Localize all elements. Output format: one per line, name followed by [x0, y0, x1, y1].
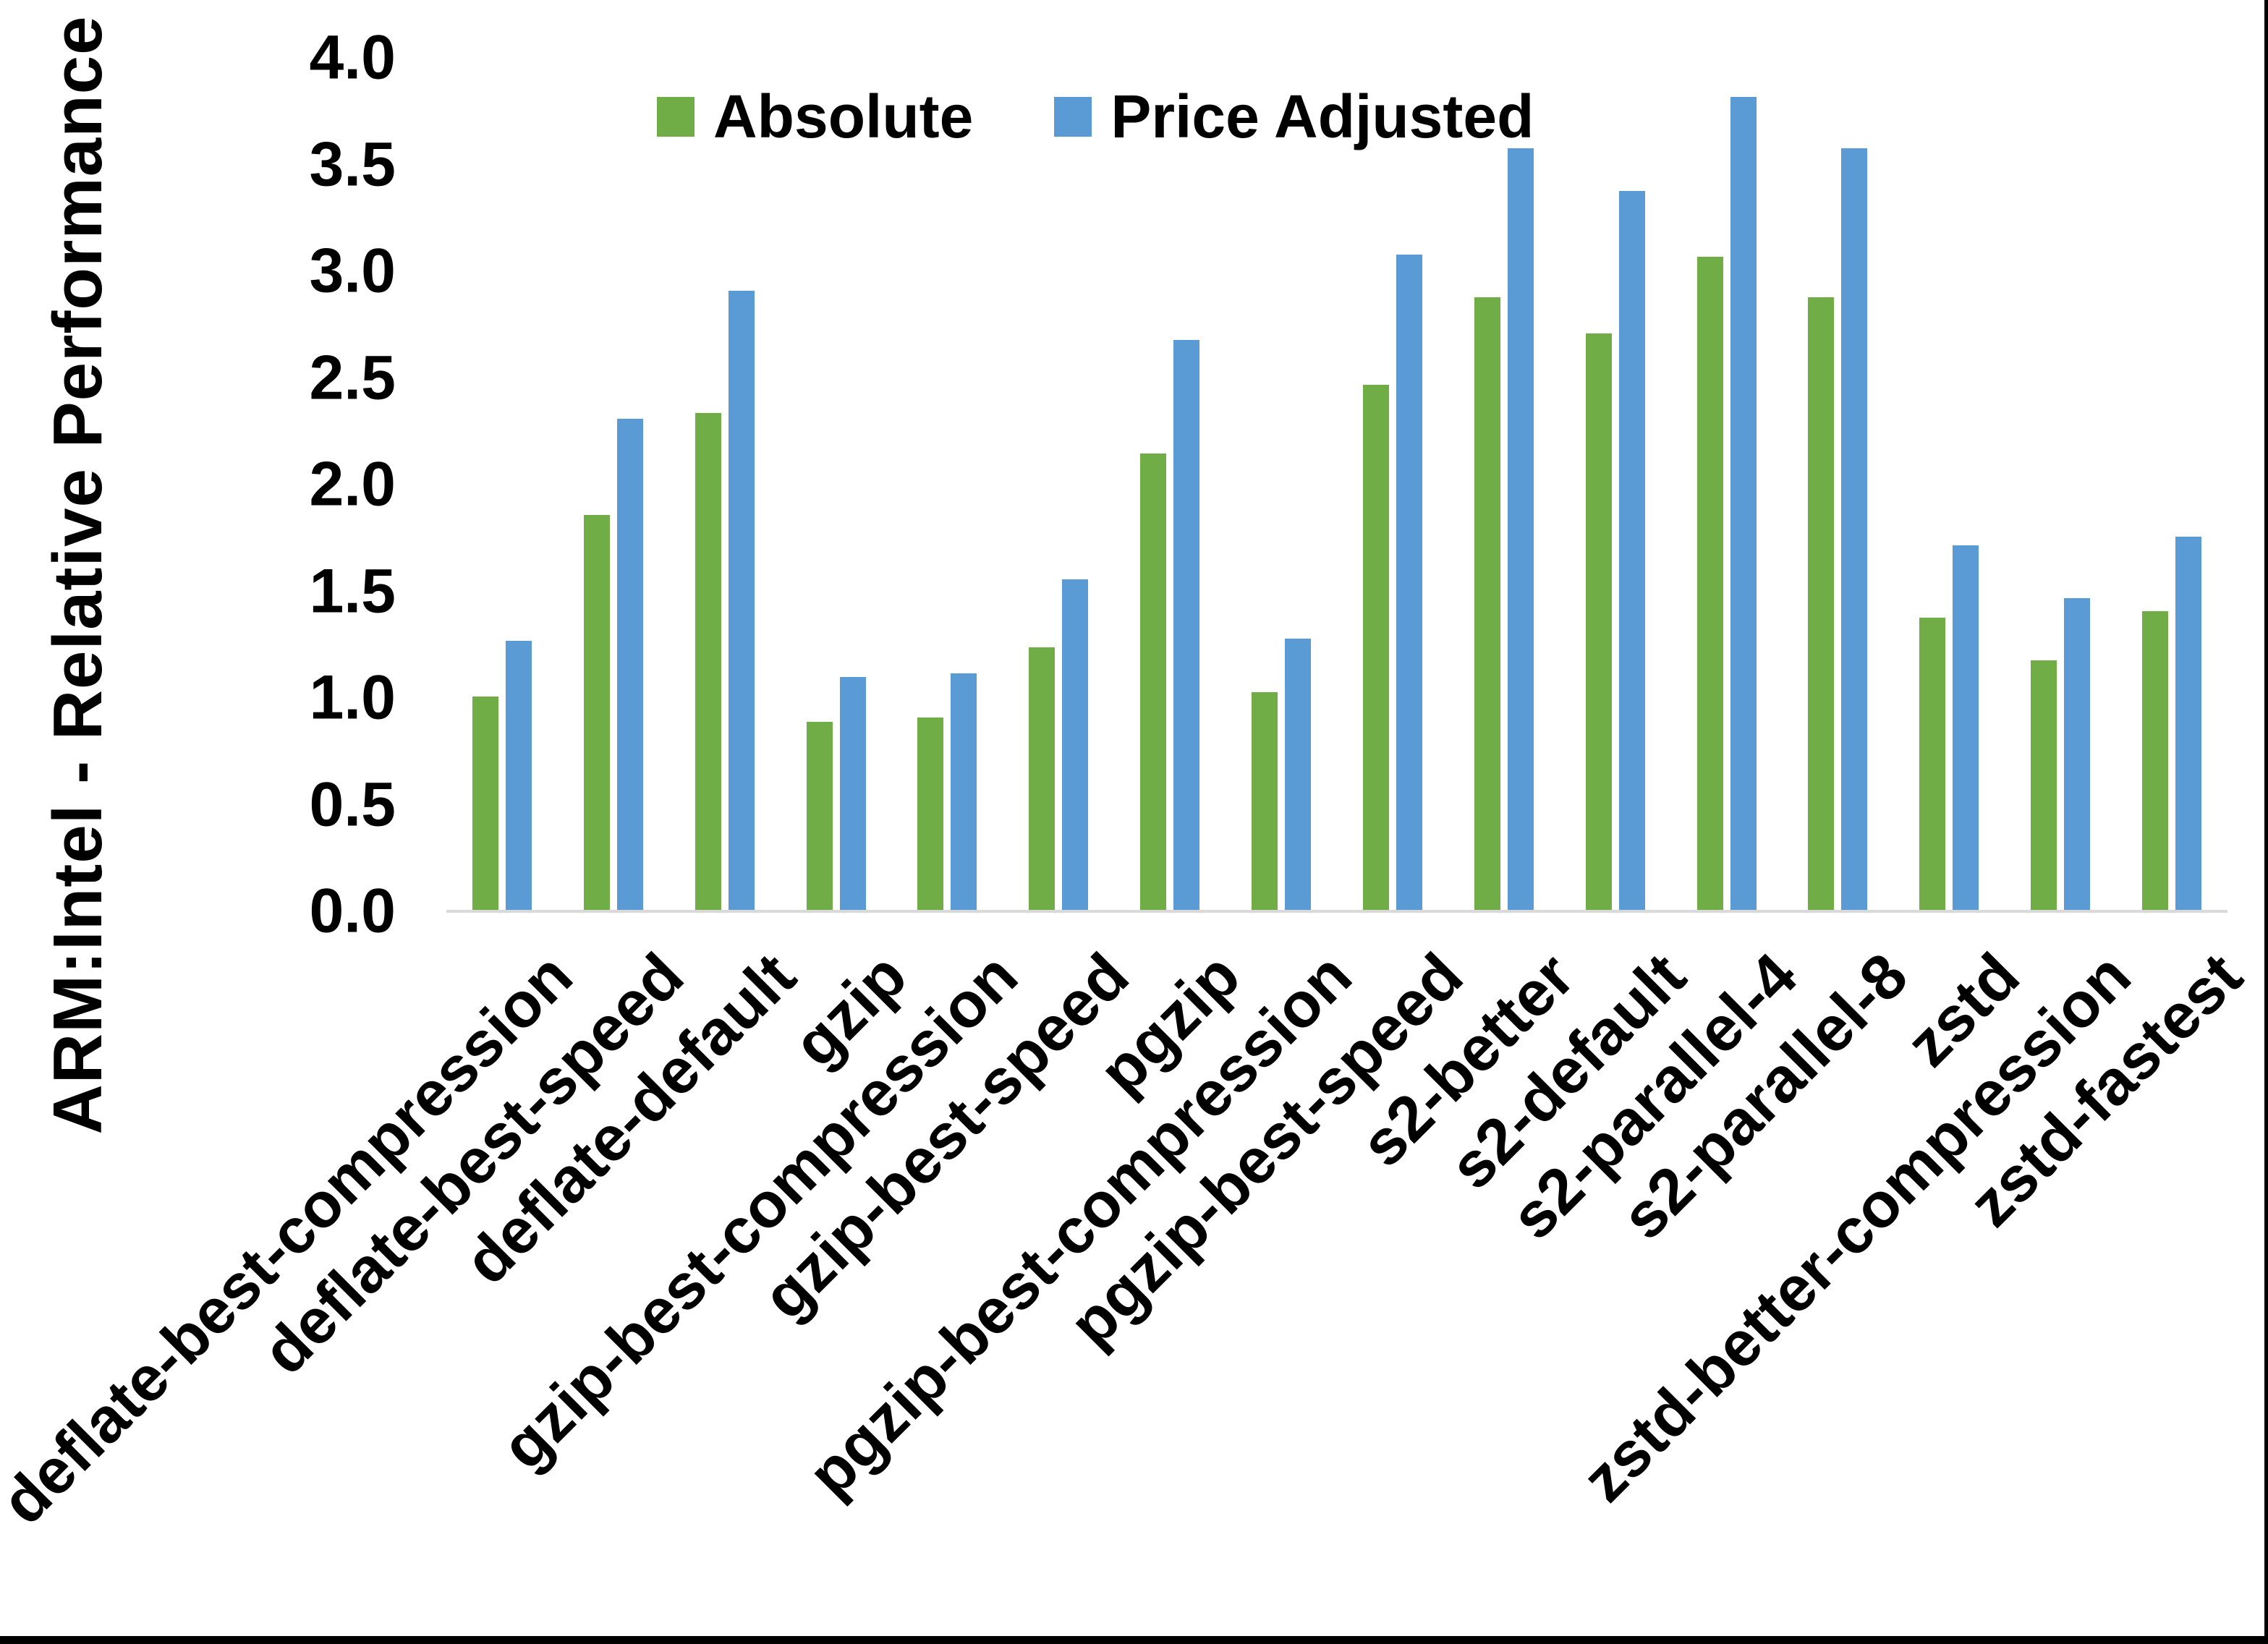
bar-price-adjusted-pgzip-best-compression	[1285, 639, 1311, 910]
legend-label-absolute: Absolute	[713, 82, 974, 150]
legend-swatch-absolute-icon	[657, 96, 695, 137]
y-axis-title: ARM:Intel - Relative Performance	[39, 15, 116, 1135]
bar-absolute-zstd	[1919, 618, 1945, 910]
bar-price-adjusted-s2-parallel-4	[1730, 97, 1757, 910]
bar-price-adjusted-gzip-best-speed	[1062, 579, 1088, 910]
legend-item-absolute: Absolute	[657, 82, 973, 152]
bar-absolute-zstd-fastest	[2142, 611, 2168, 910]
bar-absolute-s2-default	[1586, 333, 1612, 910]
bar-price-adjusted-deflate-default	[729, 291, 755, 910]
bar-absolute-pgzip-best-compression	[1252, 692, 1278, 910]
bar-absolute-gzip	[807, 722, 833, 910]
bar-price-adjusted-s2-better	[1508, 148, 1534, 910]
y-tick-label-2.0: 2.0	[309, 449, 396, 519]
legend-label-price-adjusted: Price Adjusted	[1110, 82, 1534, 150]
y-tick-label-4.0: 4.0	[309, 22, 396, 93]
bar-price-adjusted-pgzip	[1173, 340, 1199, 910]
y-tick-label-2.5: 2.5	[309, 343, 396, 412]
bar-price-adjusted-s2-parallel-8	[1841, 148, 1867, 910]
bar-absolute-s2-parallel-8	[1808, 297, 1834, 910]
bar-price-adjusted-deflate-best-compression	[506, 641, 532, 910]
bar-price-adjusted-gzip	[840, 677, 866, 910]
bar-absolute-deflate-best-speed	[584, 515, 610, 910]
bar-absolute-deflate-default	[695, 413, 721, 910]
bar-price-adjusted-deflate-best-speed	[617, 419, 643, 910]
bar-price-adjusted-zstd-fastest	[2175, 537, 2201, 910]
bar-absolute-gzip-best-compression	[917, 717, 943, 910]
bar-absolute-zstd-better-compression	[2031, 660, 2057, 910]
y-tick-label-0.0: 0.0	[309, 876, 396, 946]
bar-absolute-pgzip-best-speed	[1363, 385, 1389, 910]
bar-price-adjusted-zstd-better-compression	[2064, 598, 2090, 910]
legend: Absolute Price Adjusted	[657, 82, 1534, 150]
bar-absolute-s2-better	[1474, 297, 1500, 910]
bar-absolute-s2-parallel-4	[1697, 257, 1723, 910]
bar-price-adjusted-zstd	[1953, 545, 1979, 910]
bar-absolute-deflate-best-compression	[472, 697, 498, 910]
bar-price-adjusted-pgzip-best-speed	[1396, 255, 1422, 910]
y-tick-label-1.0: 1.0	[309, 663, 396, 733]
bar-absolute-gzip-best-speed	[1029, 647, 1055, 910]
y-tick-label-3.0: 3.0	[309, 236, 396, 306]
y-tick-label-1.5: 1.5	[309, 556, 396, 626]
y-tick-label-3.5: 3.5	[309, 129, 396, 199]
legend-item-price-adjusted: Price Adjusted	[1054, 82, 1534, 152]
legend-swatch-price-adjusted-icon	[1054, 96, 1092, 137]
x-axis-line	[446, 910, 2227, 913]
y-tick-label-0.5: 0.5	[309, 770, 396, 839]
bar-price-adjusted-s2-default	[1619, 191, 1645, 910]
bar-absolute-pgzip	[1140, 453, 1166, 910]
bar-price-adjusted-gzip-best-compression	[951, 673, 977, 910]
